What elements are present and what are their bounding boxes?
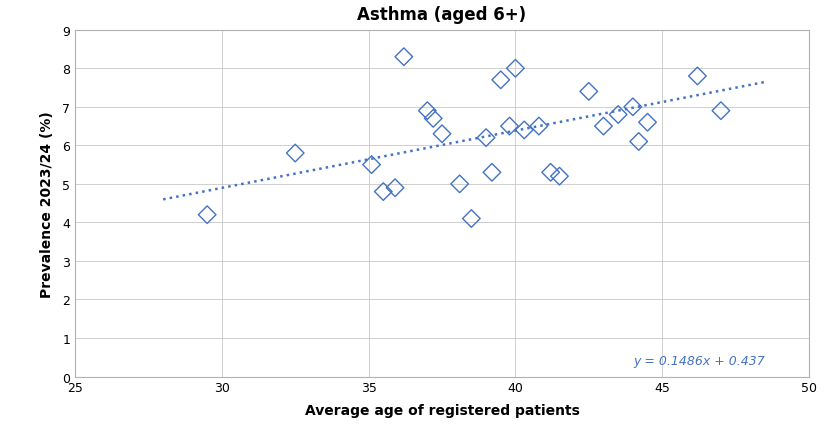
Point xyxy=(626,104,640,111)
Point xyxy=(389,185,402,192)
Point xyxy=(453,181,466,188)
Point xyxy=(377,189,390,196)
Point xyxy=(641,120,654,127)
Point xyxy=(426,116,440,123)
Point xyxy=(397,54,410,61)
Point xyxy=(509,66,522,73)
Point xyxy=(435,131,449,138)
Point xyxy=(485,170,499,177)
Point xyxy=(532,123,545,130)
Point xyxy=(714,108,727,115)
Point xyxy=(365,162,379,169)
Point xyxy=(480,135,493,142)
Point xyxy=(582,88,595,95)
Point xyxy=(632,139,646,146)
Y-axis label: Prevalence 2023/24 (%): Prevalence 2023/24 (%) xyxy=(40,110,54,297)
Point xyxy=(611,112,625,119)
Point xyxy=(518,127,531,134)
Point xyxy=(553,173,566,180)
Point xyxy=(289,150,302,157)
Point xyxy=(494,77,507,84)
Title: Asthma (aged 6+): Asthma (aged 6+) xyxy=(358,6,526,24)
Point xyxy=(465,215,478,223)
Point xyxy=(597,123,610,130)
Point xyxy=(503,123,516,130)
Point xyxy=(420,108,434,115)
Point xyxy=(691,73,704,80)
Point xyxy=(200,212,214,219)
X-axis label: Average age of registered patients: Average age of registered patients xyxy=(304,403,580,417)
Text: y = 0.1486x + 0.437: y = 0.1486x + 0.437 xyxy=(633,354,765,367)
Point xyxy=(544,170,557,177)
